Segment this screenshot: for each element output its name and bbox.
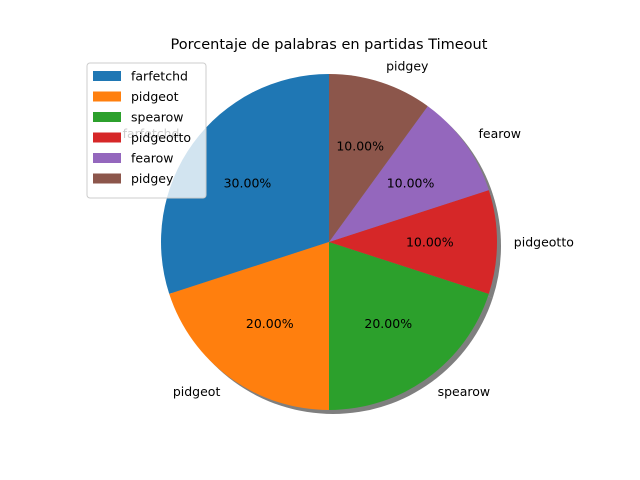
pie-slice-pidgeot [169, 242, 329, 410]
legend-swatch-pidgeot [93, 91, 121, 102]
pie-slice-fearow [329, 106, 489, 242]
pie-labels: farfetchd 30.00% pidgeot 20.00% spearow 20.00… [123, 59, 574, 399]
legend-swatch-fearow [93, 153, 121, 163]
legend-label-pidgey: pidgey [131, 171, 174, 186]
legend-label-farfetchd: farfetchd [131, 69, 188, 84]
slice-percentage-spearow: 20.00% [364, 316, 412, 331]
slice-percentage-pidgeotto: 10.00% [406, 235, 454, 250]
slice-percentage-farfetchd: 30.00% [224, 175, 272, 190]
slice-label-pidgey: pidgey [386, 59, 429, 74]
slice-label-pidgeotto: pidgeotto [514, 235, 574, 250]
chart-title: Porcentaje de palabras en partidas Timeo… [171, 37, 488, 53]
legend: farfetchd pidgeot spearow pidgeotto fearow pi… [86, 62, 207, 199]
pie-slice-pidgey [329, 74, 428, 242]
slice-label-spearow: spearow [438, 384, 491, 399]
pie-slice-pidgeotto [329, 190, 497, 294]
legend-label-pidgeotto: pidgeotto [131, 130, 191, 145]
legend-swatch-spearow [93, 112, 121, 122]
legend-swatch-pidgeotto [93, 132, 121, 143]
slice-percentage-pidgey: 10.00% [336, 139, 384, 154]
pie-slice-farfetchd [160, 74, 329, 294]
legend-swatch-farfetchd [93, 71, 121, 81]
legend-label-fearow: fearow [131, 151, 174, 166]
slice-percentage-pidgeot: 20.00% [246, 316, 294, 331]
legend-label-spearow: spearow [131, 110, 184, 125]
legend-swatch-pidgey [93, 173, 121, 184]
pie-slice-spearow [329, 242, 489, 410]
pie-slices [160, 74, 497, 410]
legend-label-pidgeot: pidgeot [131, 89, 179, 104]
slice-percentage-fearow: 10.00% [387, 175, 435, 190]
slice-label-pidgeot: pidgeot [173, 384, 221, 399]
slice-label-fearow: fearow [479, 126, 522, 141]
